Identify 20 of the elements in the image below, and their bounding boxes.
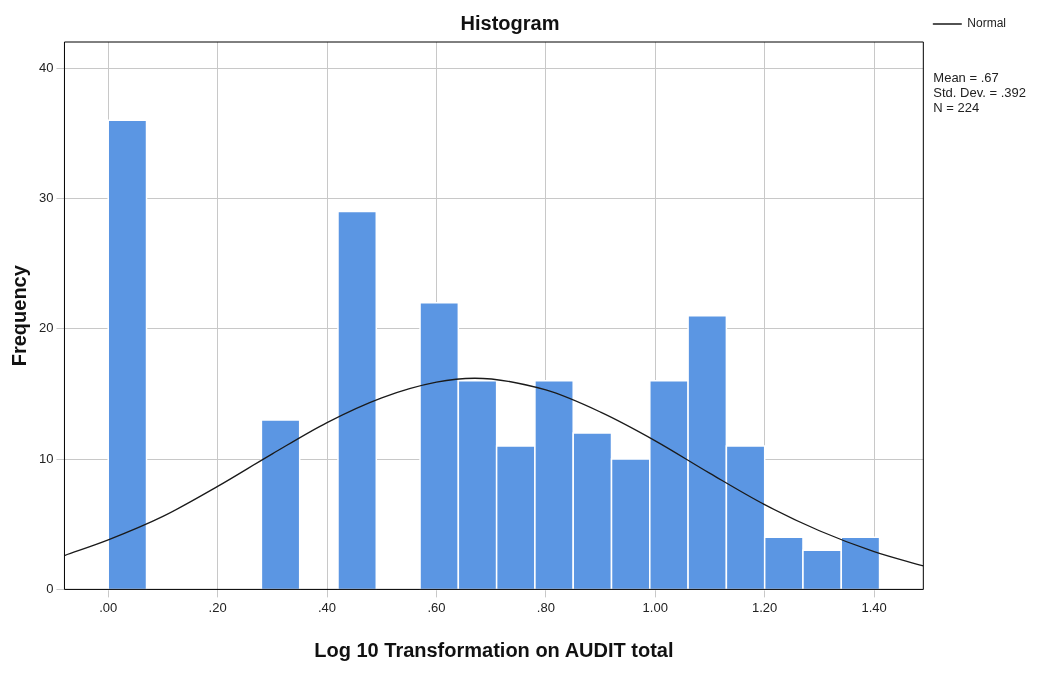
y-axis-title: Frequency	[7, 264, 30, 367]
x-axis-title: Log 10 Transformation on AUDIT total	[314, 638, 674, 661]
text: Mean = .67	[933, 70, 999, 86]
y-tick-label: 40	[38, 59, 54, 75]
x-tick-label: .40	[318, 599, 337, 615]
text: N = 224	[933, 100, 980, 116]
x-tick-label: 1.00	[642, 599, 668, 615]
y-tick-label: 20	[38, 320, 54, 336]
x-tick-label: 1.20	[752, 599, 778, 615]
x-tick-label: .80	[536, 599, 555, 615]
x-tick-label: .00	[99, 599, 118, 615]
y-tick-label: 30	[38, 189, 54, 205]
x-tick-label: .60	[427, 599, 446, 615]
x-tick-label: .20	[208, 599, 227, 615]
y-tick-label: 0	[46, 580, 54, 596]
x-tick-label: 1.40	[861, 599, 887, 615]
chart-title: Histogram	[460, 11, 560, 34]
y-tick-label: 10	[38, 450, 54, 466]
legend-label: Normal	[967, 16, 1006, 31]
text: Std. Dev. = .392	[933, 85, 1026, 101]
